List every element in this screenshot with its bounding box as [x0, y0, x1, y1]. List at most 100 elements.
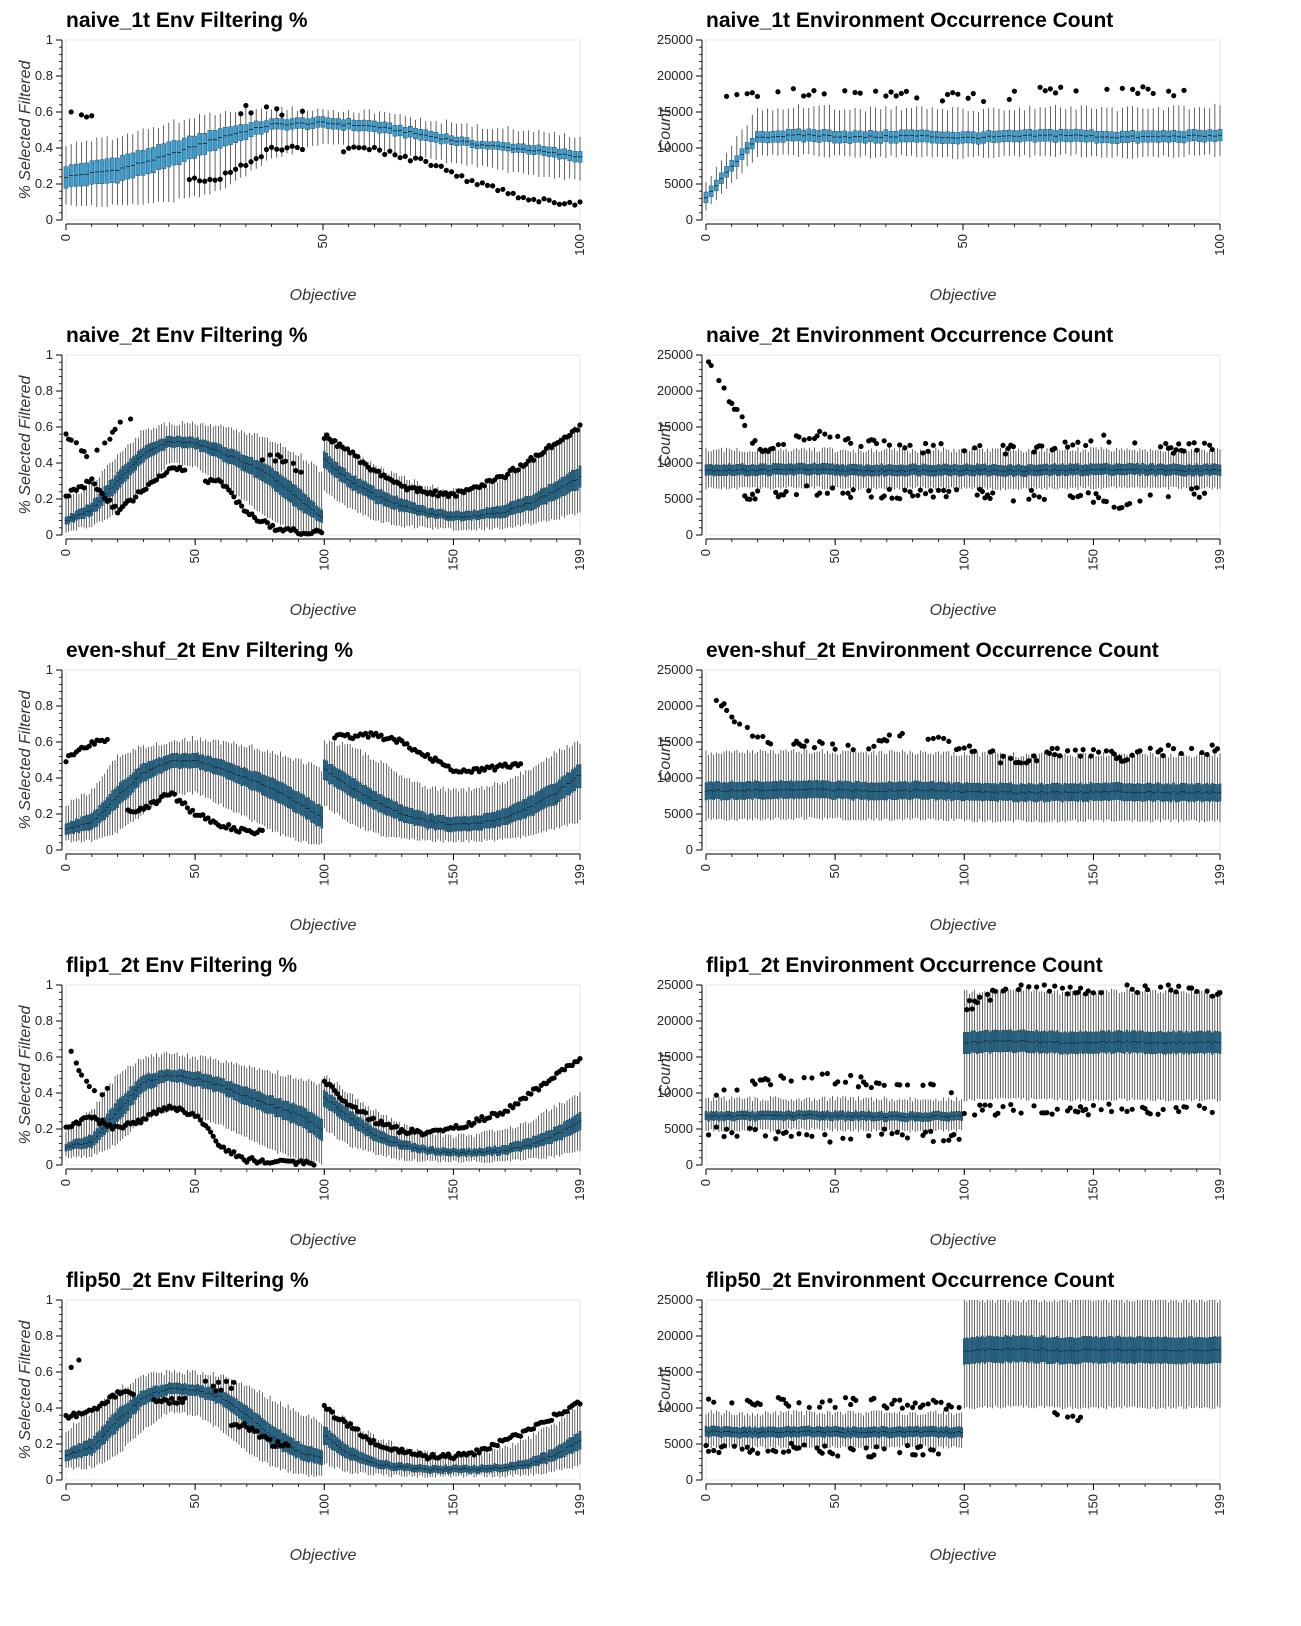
outlier-point — [1054, 745, 1060, 751]
outlier-point — [974, 492, 980, 498]
outlier-point — [370, 1115, 376, 1121]
box — [335, 1100, 339, 1117]
outlier-point — [448, 169, 455, 175]
outlier-point — [78, 112, 85, 118]
outlier-point — [845, 435, 851, 442]
outlier-point — [274, 106, 280, 112]
outlier-point — [153, 1110, 160, 1117]
box — [232, 764, 236, 782]
box — [421, 505, 424, 516]
outlier-point — [63, 431, 69, 437]
outlier-point — [928, 488, 934, 494]
box — [436, 509, 440, 519]
outlier-point — [127, 416, 134, 422]
outlier-point — [382, 151, 388, 157]
box — [323, 1090, 326, 1107]
box — [540, 789, 543, 811]
box — [387, 1135, 391, 1147]
y-tick-label: 15000 — [657, 419, 693, 434]
outlier-point — [572, 202, 578, 208]
y-tick-label: 10000 — [657, 455, 693, 470]
box — [323, 759, 326, 780]
y-tick-label: 1 — [46, 977, 53, 992]
outlier-point — [914, 95, 920, 101]
outlier-point — [171, 791, 178, 797]
outlier-point — [454, 173, 460, 179]
outlier-point — [845, 490, 851, 496]
outlier-point — [63, 759, 69, 765]
box — [519, 1141, 522, 1152]
outlier-point — [1194, 447, 1200, 453]
outlier-point — [990, 490, 996, 496]
outlier-point — [1135, 90, 1141, 96]
outlier-point — [226, 1147, 232, 1153]
box — [521, 1139, 525, 1150]
box — [366, 1122, 370, 1136]
box — [431, 507, 435, 518]
box — [297, 1105, 300, 1126]
outlier-point — [770, 445, 776, 451]
outlier-point — [881, 493, 887, 499]
box — [441, 509, 445, 519]
box — [521, 143, 526, 153]
outlier-point — [1173, 447, 1179, 453]
box — [266, 464, 269, 485]
outlier-point — [858, 443, 864, 450]
outlier-point — [1166, 88, 1172, 94]
box — [192, 135, 197, 159]
box — [330, 458, 334, 475]
box — [545, 1130, 548, 1145]
box-series — [64, 736, 582, 845]
outlier-point — [112, 426, 118, 432]
box — [410, 501, 414, 514]
box — [85, 504, 88, 517]
box — [516, 143, 521, 153]
box — [281, 476, 285, 498]
outlier-point — [775, 89, 781, 95]
box — [493, 1145, 497, 1155]
outlier-point — [773, 489, 779, 495]
outlier-point — [1119, 85, 1125, 91]
outlier-point — [832, 746, 838, 752]
outlier-point — [567, 432, 573, 439]
outlier-point — [1204, 751, 1210, 758]
outlier-point — [298, 469, 304, 475]
box — [418, 505, 422, 516]
outlier-point — [397, 154, 403, 161]
outlier-point — [713, 697, 719, 704]
outlier-point — [721, 701, 727, 707]
x-axis-label: Objective — [290, 602, 357, 619]
outlier-point — [443, 167, 449, 173]
outlier-point — [910, 493, 916, 499]
box — [227, 762, 230, 780]
box — [532, 1135, 535, 1148]
outlier-point — [1209, 742, 1215, 748]
box — [258, 461, 261, 480]
x-tick-label: 100 — [956, 864, 971, 886]
outlier-point — [970, 90, 976, 97]
outlier-point — [705, 359, 712, 365]
y-axis-label: Count — [657, 423, 674, 466]
x-tick-label: 100 — [1212, 234, 1227, 256]
outlier-point — [1137, 748, 1143, 754]
outlier-point — [888, 89, 894, 95]
box — [351, 778, 354, 799]
box — [100, 802, 104, 822]
outlier-point — [1130, 86, 1136, 92]
y-axis-label: Count — [657, 108, 674, 151]
box — [542, 787, 546, 809]
outlier-point — [884, 738, 890, 744]
outlier-point — [378, 1118, 384, 1124]
outlier-point — [1160, 753, 1166, 759]
box — [470, 511, 473, 521]
outlier-point — [231, 1149, 237, 1155]
y-tick-label: 0 — [686, 842, 693, 857]
x-tick-label: 0 — [698, 234, 713, 241]
outlier-point — [1010, 444, 1016, 450]
outlier-point — [943, 494, 949, 500]
outlier-point — [1026, 758, 1032, 764]
plot-frame — [705, 669, 1221, 851]
outlier-point — [821, 91, 827, 97]
x-tick-label: 0 — [698, 549, 713, 556]
